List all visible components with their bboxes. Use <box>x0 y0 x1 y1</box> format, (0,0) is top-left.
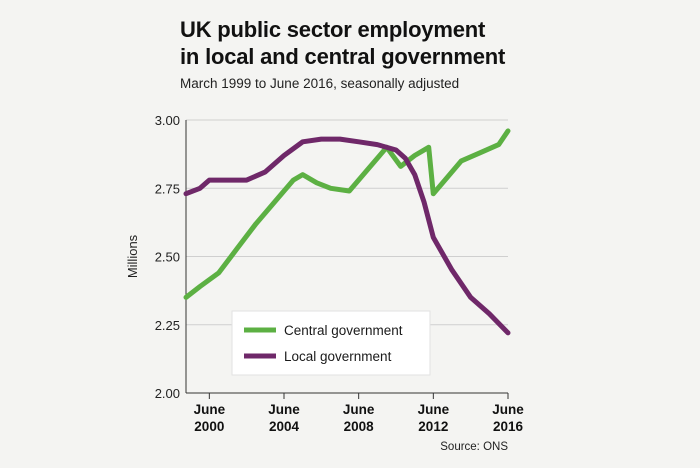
y-axis-label: Millions <box>125 234 140 278</box>
series-line-central-government <box>183 128 511 300</box>
series-line-local-government <box>183 136 511 336</box>
chart-subtitle: March 1999 to June 2016, seasonally adju… <box>180 76 460 91</box>
chart-title-line-2: in local and central government <box>180 44 506 69</box>
legend-box <box>231 310 431 376</box>
y-tick-label: 2.75 <box>155 181 180 196</box>
chart-title-line-1: UK public sector employment <box>180 17 486 42</box>
x-tick-label-month: June <box>492 402 524 417</box>
source-note: Source: ONS <box>440 441 508 453</box>
x-tick-label-month: June <box>268 402 300 417</box>
x-tick-label-year: 2016 <box>493 419 524 434</box>
y-tick-label: 3.00 <box>155 113 180 128</box>
y-tick-label: 2.50 <box>155 250 180 265</box>
chart-title: UK public sector employment in local and… <box>180 16 505 70</box>
x-tick-label-year: 2000 <box>194 419 224 434</box>
x-tick-label-month: June <box>194 402 226 417</box>
x-tick-label-month: June <box>418 402 450 417</box>
legend-label: Local government <box>284 349 392 364</box>
legend-label: Central government <box>284 323 403 338</box>
x-tick-label-year: 2008 <box>344 419 375 434</box>
y-tick-label: 2.25 <box>155 318 180 333</box>
y-tick-label: 2.00 <box>155 386 180 401</box>
x-tick-label-month: June <box>343 402 375 417</box>
x-tick-label-year: 2012 <box>418 419 448 434</box>
x-tick-label-year: 2004 <box>269 419 300 434</box>
